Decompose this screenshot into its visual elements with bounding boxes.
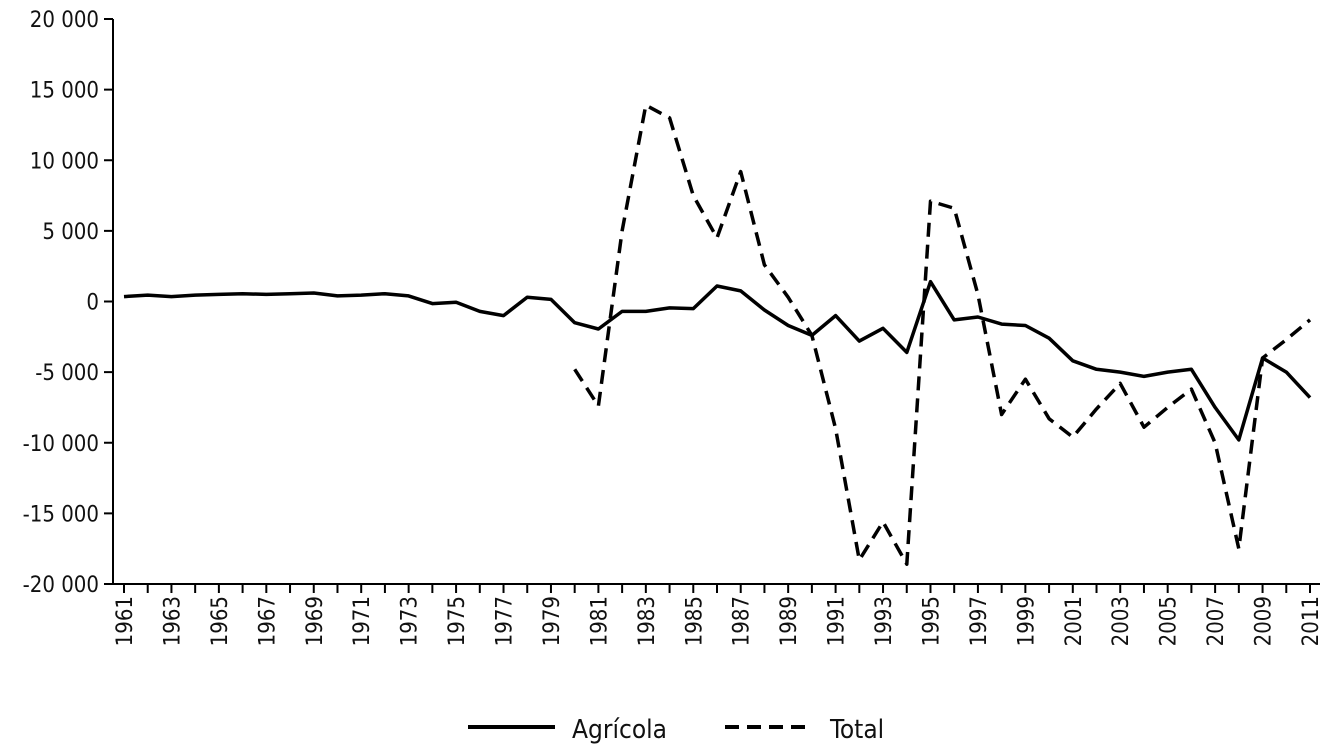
x-tick-label: 1969 xyxy=(303,596,328,646)
x-tick-label: 2005 xyxy=(1157,596,1182,646)
y-tick-label: -10 000 xyxy=(23,432,99,457)
x-tick-label: 2001 xyxy=(1062,596,1087,646)
x-tick-label: 1961 xyxy=(113,596,138,646)
legend-label-agricola: Agrícola xyxy=(572,715,667,745)
x-tick-label: 1997 xyxy=(967,596,992,646)
x-tick-label: 2009 xyxy=(1252,596,1277,646)
y-tick-label: 15 000 xyxy=(30,79,99,104)
y-tick-label: 20 000 xyxy=(30,8,99,33)
x-tick-label: 1973 xyxy=(398,596,423,646)
y-tick-label: 0 xyxy=(86,291,99,316)
x-tick-label: 1985 xyxy=(682,596,707,646)
x-tick-label: 1987 xyxy=(730,596,755,646)
x-tick-label: 1983 xyxy=(635,596,660,646)
x-tick-label: 1965 xyxy=(208,596,233,646)
x-tick-label: 1999 xyxy=(1014,596,1039,646)
x-axis-ticks: 1961 1963 1965 1967 1969 1971 1973 1975 1977 1979… xyxy=(113,584,1324,646)
x-tick-label: 1967 xyxy=(255,596,280,646)
x-tick-label: 2011 xyxy=(1299,596,1324,646)
y-tick-label: -5 000 xyxy=(35,361,99,386)
x-tick-label: 1991 xyxy=(825,596,850,646)
x-tick-label: 1981 xyxy=(587,596,612,646)
x-tick-label: 1989 xyxy=(777,596,802,646)
x-tick-label: 1971 xyxy=(350,596,375,646)
x-tick-label: 1963 xyxy=(160,596,185,646)
y-axis-ticks: 20 000 15 000 10 000 5 000 0 -5 000 -10 000 -15… xyxy=(23,8,113,598)
x-tick-label: 1993 xyxy=(872,596,897,646)
series-line-agricola xyxy=(123,279,1312,442)
x-tick-label: 2003 xyxy=(1109,596,1134,646)
x-tick-label: 1975 xyxy=(445,596,470,646)
x-tick-label: 2007 xyxy=(1204,596,1229,646)
y-tick-label: -15 000 xyxy=(23,502,99,527)
legend-label-total: Total xyxy=(829,715,884,745)
axes xyxy=(112,19,1320,585)
y-tick-label: 5 000 xyxy=(42,220,99,245)
legend: Agrícola Total xyxy=(468,715,884,745)
series-lines xyxy=(123,103,1312,566)
x-tick-label: 1979 xyxy=(540,596,565,646)
y-tick-label: 10 000 xyxy=(30,149,99,174)
y-tick-label: -20 000 xyxy=(23,573,99,598)
x-tick-label: 1995 xyxy=(919,596,944,646)
x-tick-label: 1977 xyxy=(493,596,518,646)
series-line-total xyxy=(573,103,1312,566)
